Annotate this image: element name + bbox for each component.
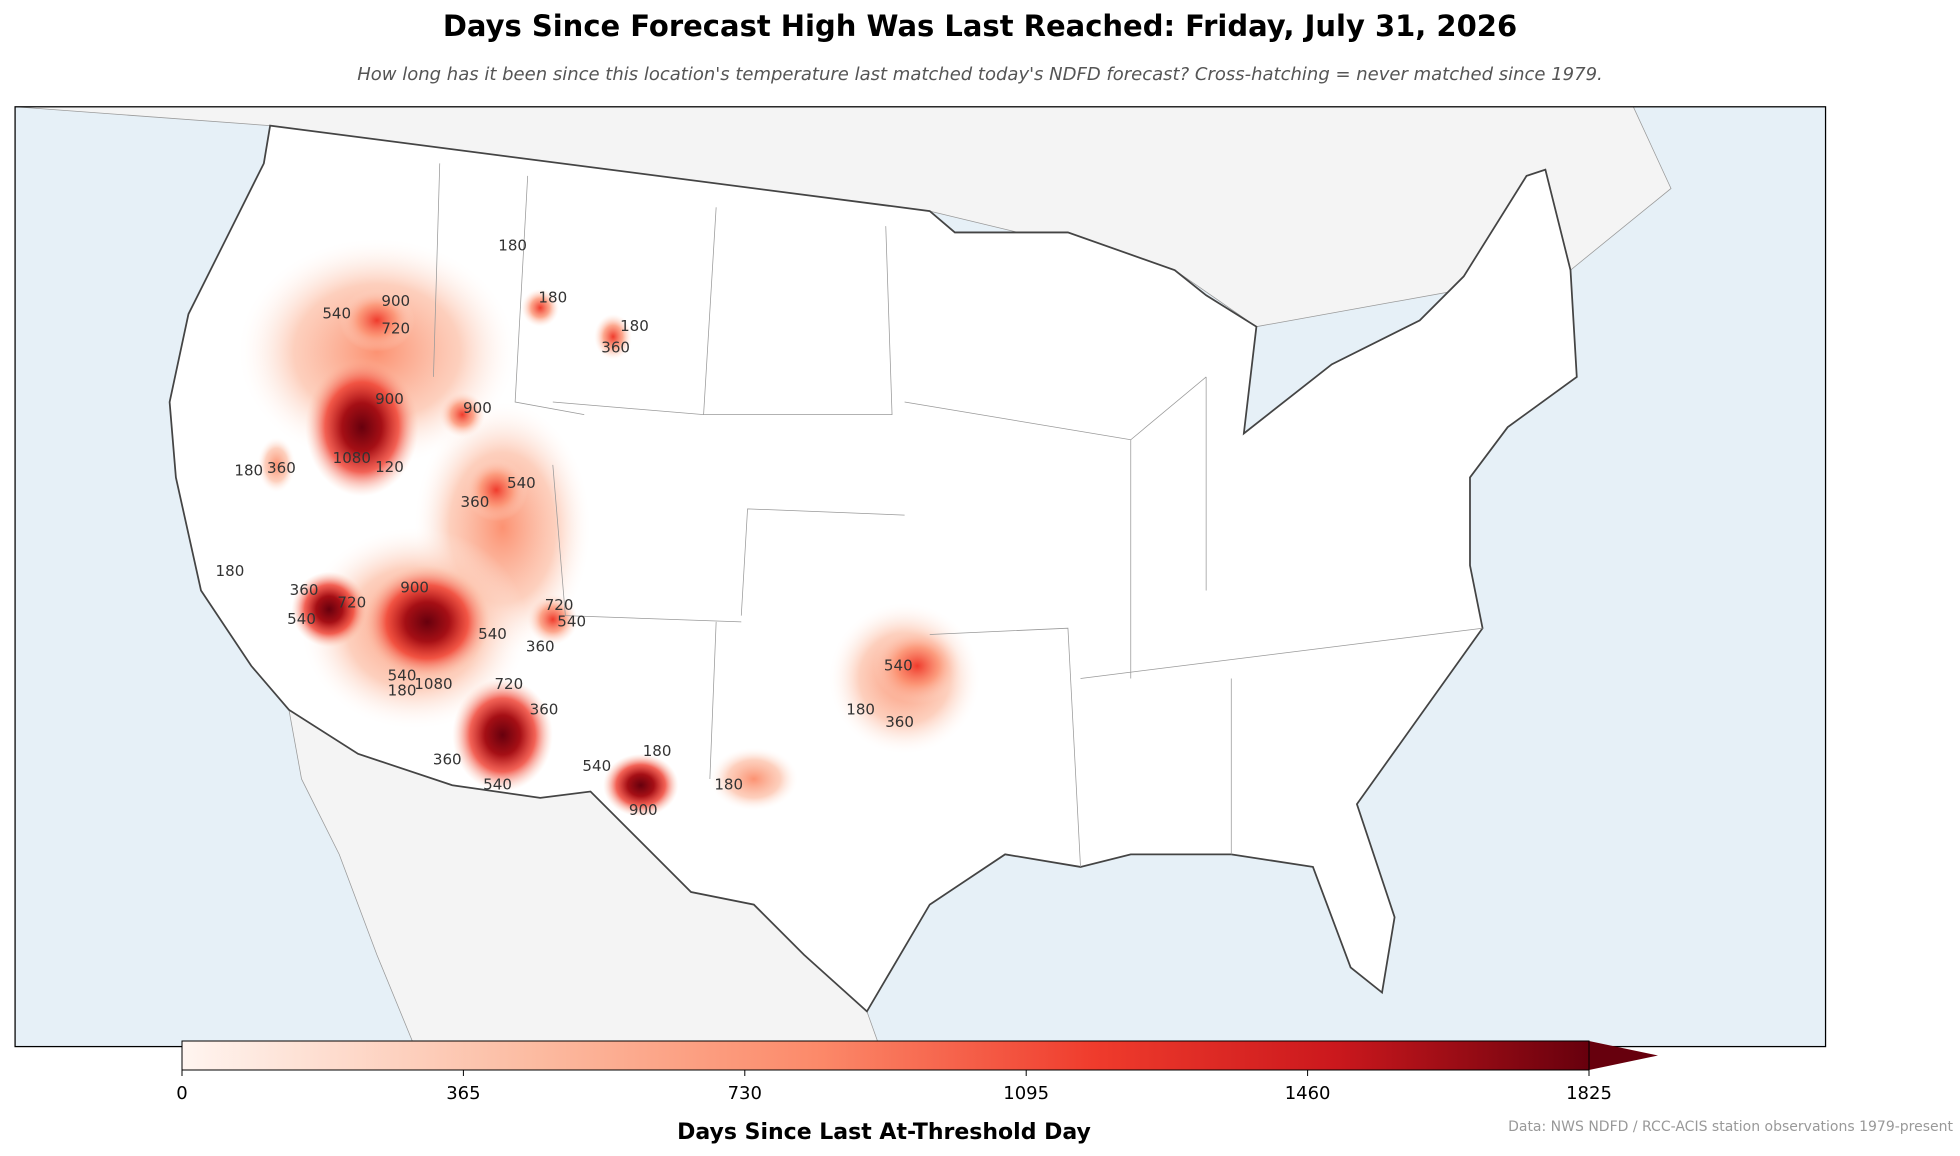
colorbar-extension xyxy=(1589,1041,1658,1070)
contour-label: 180 xyxy=(620,317,649,335)
contour-label: 540 xyxy=(287,610,316,628)
contour-label: 180 xyxy=(846,700,875,718)
title: Days Since Forecast High Was Last Reache… xyxy=(443,9,1517,43)
contour-label: 360 xyxy=(885,713,914,731)
contour-label: 720 xyxy=(381,320,410,338)
heat-spot xyxy=(521,288,560,327)
contour-label: 540 xyxy=(884,656,913,674)
heat-spot xyxy=(594,314,632,360)
contour-label: 120 xyxy=(375,458,404,476)
contour-label: 540 xyxy=(557,612,586,630)
contour-label: 360 xyxy=(530,700,559,718)
contour-label: 540 xyxy=(483,776,512,794)
contour-label: 900 xyxy=(375,390,404,408)
heat-spot xyxy=(305,358,419,497)
colorbar-tick-label: 365 xyxy=(446,1083,480,1104)
contour-label: 180 xyxy=(234,462,263,480)
contour-label: 540 xyxy=(507,474,536,492)
heat-spot xyxy=(527,594,578,645)
contour-label: 900 xyxy=(463,399,492,417)
contour-label: 360 xyxy=(290,581,319,599)
colorbar-frame xyxy=(181,1040,1590,1071)
state-lines xyxy=(433,163,1483,867)
heat-layer xyxy=(238,238,980,817)
heat-spot xyxy=(464,458,528,522)
colorbar-tick-label: 1460 xyxy=(1285,1083,1331,1104)
contour-label: 720 xyxy=(337,594,366,612)
contour-label: 180 xyxy=(714,776,743,794)
colorbar-gradient xyxy=(182,1041,1589,1070)
heat-spot xyxy=(439,391,485,438)
heat-spot xyxy=(452,678,553,792)
subtitle: How long has it been since this location… xyxy=(357,64,1603,85)
heat-spot xyxy=(291,571,367,648)
heat-spot xyxy=(339,288,415,352)
contour-label: 540 xyxy=(478,625,507,643)
contour-label: 180 xyxy=(216,562,245,580)
contour-label: 540 xyxy=(388,666,417,684)
contour-label: 360 xyxy=(433,751,462,769)
contour-label: 720 xyxy=(494,675,523,693)
contour-label: 900 xyxy=(381,292,410,310)
heat-spot xyxy=(603,753,679,817)
contour-label: 180 xyxy=(498,237,527,255)
colorbar-tick-label: 1825 xyxy=(1566,1083,1612,1104)
contour-label: 180 xyxy=(388,682,417,700)
colorbar: Days Since Last At-Threshold Day 0 365 730… xyxy=(176,1040,1658,1145)
heat-spot xyxy=(364,565,490,679)
contour-label: 900 xyxy=(629,801,658,819)
contour-label: 900 xyxy=(400,578,429,596)
colorbar-label: Days Since Last At-Threshold Day xyxy=(677,1120,1091,1145)
colorbar-tick-label: 0 xyxy=(176,1083,187,1104)
contour-label: 180 xyxy=(538,288,567,306)
contour-label: 720 xyxy=(545,596,574,614)
colorbar-tick-label: 730 xyxy=(728,1083,762,1104)
heat-spot xyxy=(873,628,962,704)
contour-label: 180 xyxy=(643,742,672,760)
contour-label: 360 xyxy=(267,459,296,477)
source-note: Data: NWS NDFD / RCC-ACIS station observ… xyxy=(1508,1119,1953,1135)
contour-label: 360 xyxy=(526,638,555,656)
contour-label: 1080 xyxy=(414,675,452,693)
contour-label: 360 xyxy=(461,493,490,511)
contour-label: 540 xyxy=(582,757,611,775)
colorbar-tick-label: 1095 xyxy=(1003,1083,1049,1104)
contour-label: 1080 xyxy=(333,449,371,467)
heat-spot xyxy=(709,747,798,811)
contour-label: 540 xyxy=(322,305,351,323)
heat-spot xyxy=(257,437,296,493)
contour-label: 360 xyxy=(601,339,630,357)
